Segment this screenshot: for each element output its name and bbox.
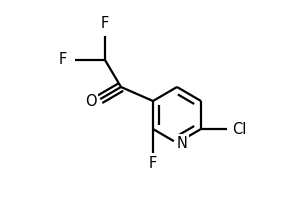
Text: O: O bbox=[85, 94, 97, 108]
Text: N: N bbox=[177, 136, 188, 151]
Text: F: F bbox=[149, 156, 157, 171]
Text: Cl: Cl bbox=[232, 121, 246, 136]
Text: F: F bbox=[59, 52, 67, 68]
Text: F: F bbox=[101, 17, 109, 31]
